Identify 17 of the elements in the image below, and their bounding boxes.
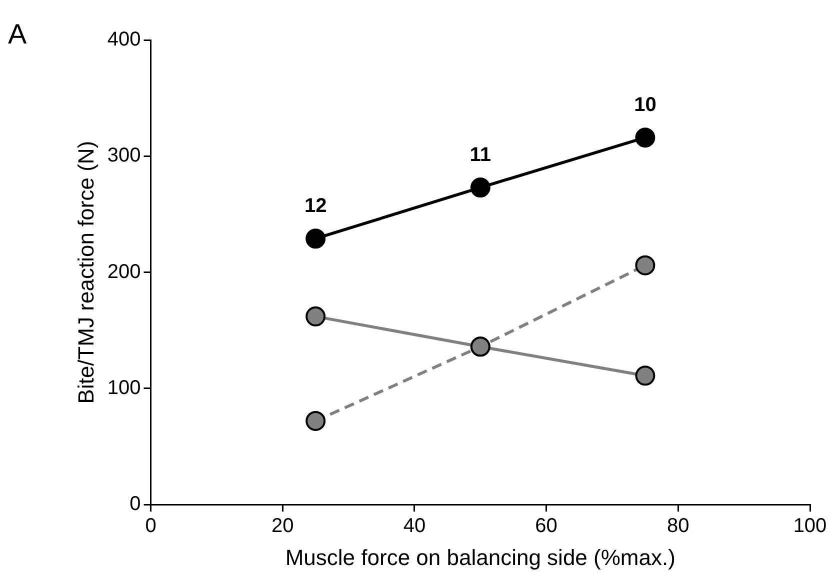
x-tick-label: 20 [271, 515, 294, 538]
y-tick-label: 0 [130, 493, 141, 516]
y-tick-label: 200 [107, 260, 141, 283]
x-axis-title: Muscle force on balancing side (%max.) [285, 544, 676, 570]
text: A [8, 18, 27, 50]
x-tick-label: 80 [667, 515, 690, 538]
y-tick-label: 400 [107, 28, 141, 51]
y-tick-label: 300 [107, 144, 141, 167]
x-tick-label: 0 [145, 515, 156, 538]
y-axis-title: Bite/TMJ reaction force (N) [73, 140, 98, 404]
y-tick-label: 100 [107, 376, 141, 399]
annotation: 12 [304, 195, 327, 218]
x-tick-label: 60 [535, 515, 558, 538]
annotation: 11 [470, 144, 491, 166]
x-tick-label: 100 [793, 515, 827, 538]
annotation: 10 [634, 94, 656, 116]
x-tick-label: 40 [403, 515, 426, 538]
